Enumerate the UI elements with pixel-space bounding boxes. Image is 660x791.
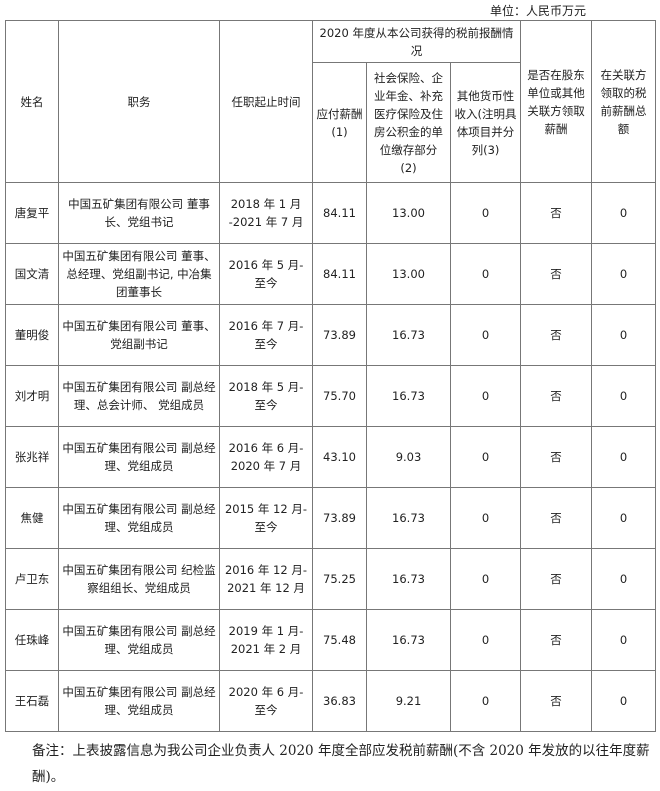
cell-pay: 75.25	[312, 548, 367, 610]
cell-role: 中国五矿集团有限公司 副总经理、总会计师、 党组成员	[58, 365, 220, 427]
cell-pay: 84.11	[312, 182, 367, 244]
table-row: 王石磊 中国五矿集团有限公司 副总经理、党组成员 2020 年 6 月- 至今 36.…	[5, 670, 656, 732]
header-role: 职务	[58, 20, 220, 183]
cell-term: 2016 年 5 月- 至今	[219, 243, 313, 305]
cell-name: 唐复平	[5, 182, 59, 244]
cell-term: 2018 年 1 月 -2021 年 7 月	[219, 182, 313, 244]
cell-social: 16.73	[366, 304, 451, 366]
cell-shareholder: 否	[520, 243, 592, 305]
cell-name: 卢卫东	[5, 548, 59, 610]
header-pay: 应付薪酬(1)	[312, 62, 367, 183]
table-row: 刘才明 中国五矿集团有限公司 副总经理、总会计师、 党组成员 2018 年 5 月-…	[5, 365, 656, 427]
cell-term: 2016 年 12 月- 2021 年 12 月	[219, 548, 313, 610]
cell-social: 16.73	[366, 548, 451, 610]
cell-term: 2018 年 5 月- 至今	[219, 365, 313, 427]
cell-other: 0	[450, 365, 521, 427]
table-row: 焦健 中国五矿集团有限公司 副总经理、党组成员 2015 年 12 月- 至今 73.…	[5, 487, 656, 549]
cell-related: 0	[591, 609, 656, 671]
cell-name: 焦健	[5, 487, 59, 549]
cell-pay: 84.11	[312, 243, 367, 305]
cell-term: 2016 年 7 月- 至今	[219, 304, 313, 366]
cell-role: 中国五矿集团有限公司 副总经理、党组成员	[58, 426, 220, 488]
cell-other: 0	[450, 182, 521, 244]
footnote: 备注：上表披露信息为我公司企业负责人 2020 年度全部应发税前薪酬(不含 20…	[32, 743, 650, 785]
cell-term: 2020 年 6 月- 至今	[219, 670, 313, 732]
cell-shareholder: 否	[520, 182, 592, 244]
cell-social: 9.21	[366, 670, 451, 732]
header-social: 社会保险、企业年金、补充医疗保险及住房公积金的单位缴存部分 (2)	[366, 62, 451, 183]
cell-other: 0	[450, 487, 521, 549]
cell-pay: 43.10	[312, 426, 367, 488]
cell-related: 0	[591, 548, 656, 610]
cell-pay: 75.70	[312, 365, 367, 427]
cell-related: 0	[591, 304, 656, 366]
header-other: 其他货币性收入(注明具体项目并分列(3)	[450, 62, 521, 183]
cell-role: 中国五矿集团有限公司 董事、党组副书记	[58, 304, 220, 366]
cell-pay: 75.48	[312, 609, 367, 671]
compensation-table: 姓名 职务 任职起止时间 2020 年度从本公司获得的税前报酬情况 是否在股东单…	[5, 20, 656, 732]
cell-name: 刘才明	[5, 365, 59, 427]
cell-shareholder: 否	[520, 609, 592, 671]
cell-related: 0	[591, 487, 656, 549]
cell-role: 中国五矿集团有限公司 董事、总经理、党组副书记, 中冶集团董事长	[58, 243, 220, 305]
cell-term: 2015 年 12 月- 至今	[219, 487, 313, 549]
cell-name: 国文清	[5, 243, 59, 305]
cell-shareholder: 否	[520, 548, 592, 610]
cell-related: 0	[591, 243, 656, 305]
cell-name: 董明俊	[5, 304, 59, 366]
cell-shareholder: 否	[520, 487, 592, 549]
cell-term: 2019 年 1 月- 2021 年 2 月	[219, 609, 313, 671]
cell-pay: 73.89	[312, 304, 367, 366]
cell-shareholder: 否	[520, 670, 592, 732]
header-term: 任职起止时间	[219, 20, 313, 183]
cell-role: 中国五矿集团有限公司 纪检监察组组长、党组成员	[58, 548, 220, 610]
table-row: 国文清 中国五矿集团有限公司 董事、总经理、党组副书记, 中冶集团董事长 2016 …	[5, 243, 656, 305]
table-row: 董明俊 中国五矿集团有限公司 董事、党组副书记 2016 年 7 月- 至今 73.8…	[5, 304, 656, 366]
cell-other: 0	[450, 670, 521, 732]
cell-related: 0	[591, 670, 656, 732]
cell-name: 王石磊	[5, 670, 59, 732]
unit-label: 单位：人民币万元	[490, 4, 587, 18]
table-row: 唐复平 中国五矿集团有限公司 董事长、党组书记 2018 年 1 月 -2021 年…	[5, 182, 656, 244]
cell-related: 0	[591, 365, 656, 427]
cell-other: 0	[450, 548, 521, 610]
cell-role: 中国五矿集团有限公司 副总经理、党组成员	[58, 670, 220, 732]
cell-related: 0	[591, 182, 656, 244]
header-shareholder: 是否在股东单位或其他关联方领取薪酬	[520, 20, 592, 183]
cell-other: 0	[450, 609, 521, 671]
cell-other: 0	[450, 426, 521, 488]
cell-other: 0	[450, 243, 521, 305]
cell-social: 13.00	[366, 243, 451, 305]
cell-role: 中国五矿集团有限公司 董事长、党组书记	[58, 182, 220, 244]
cell-role: 中国五矿集团有限公司 副总经理、党组成员	[58, 609, 220, 671]
cell-social: 16.73	[366, 609, 451, 671]
cell-role: 中国五矿集团有限公司 副总经理、党组成员	[58, 487, 220, 549]
cell-term: 2016 年 6 月- 2020 年 7 月	[219, 426, 313, 488]
cell-social: 16.73	[366, 365, 451, 427]
cell-other: 0	[450, 304, 521, 366]
cell-pay: 36.83	[312, 670, 367, 732]
header-group: 2020 年度从本公司获得的税前报酬情况	[312, 20, 521, 63]
table-row: 卢卫东 中国五矿集团有限公司 纪检监察组组长、党组成员 2016 年 12 月- 2…	[5, 548, 656, 610]
cell-shareholder: 否	[520, 426, 592, 488]
cell-shareholder: 否	[520, 304, 592, 366]
header-related: 在关联方领取的税前薪酬总额	[591, 20, 656, 183]
cell-shareholder: 否	[520, 365, 592, 427]
header-name: 姓名	[5, 20, 59, 183]
cell-pay: 73.89	[312, 487, 367, 549]
table-row: 任珠峰 中国五矿集团有限公司 副总经理、党组成员 2019 年 1 月- 2021 …	[5, 609, 656, 671]
cell-name: 张兆祥	[5, 426, 59, 488]
cell-social: 16.73	[366, 487, 451, 549]
cell-name: 任珠峰	[5, 609, 59, 671]
cell-social: 13.00	[366, 182, 451, 244]
cell-related: 0	[591, 426, 656, 488]
cell-social: 9.03	[366, 426, 451, 488]
table-row: 张兆祥 中国五矿集团有限公司 副总经理、党组成员 2016 年 6 月- 2020 …	[5, 426, 656, 488]
